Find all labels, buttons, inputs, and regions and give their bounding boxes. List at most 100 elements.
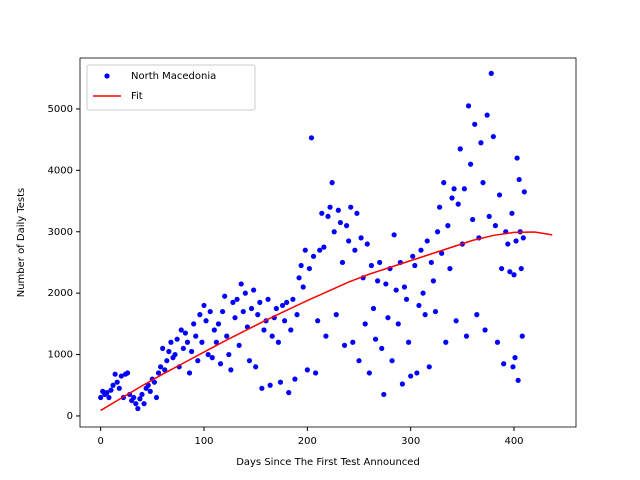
data-point <box>509 210 515 216</box>
data-point <box>164 358 170 364</box>
data-point <box>486 213 492 220</box>
data-point <box>133 401 139 407</box>
data-point <box>306 265 312 272</box>
y-tick-label: 5000 <box>48 104 73 115</box>
data-point <box>424 238 430 244</box>
data-point <box>186 370 193 376</box>
x-tick-label: 300 <box>401 436 420 447</box>
data-point <box>372 336 379 342</box>
data-point <box>294 312 300 318</box>
data-point <box>228 367 234 373</box>
data-point <box>513 238 519 244</box>
data-point <box>253 364 259 370</box>
data-point <box>511 272 517 278</box>
data-point <box>520 235 526 241</box>
legend-marker <box>104 73 110 79</box>
y-tick-label: 0 <box>67 411 73 422</box>
data-point <box>482 327 488 333</box>
data-point <box>457 146 463 152</box>
data-point <box>261 327 267 333</box>
data-point <box>178 327 184 333</box>
data-point <box>319 210 325 216</box>
data-point <box>284 299 290 305</box>
data-point <box>273 305 279 312</box>
data-point <box>492 223 498 229</box>
data-point <box>325 213 331 220</box>
data-point <box>275 339 281 345</box>
data-point <box>445 223 451 229</box>
data-point <box>505 241 511 247</box>
data-point <box>184 339 191 345</box>
data-point <box>362 321 368 327</box>
data-point <box>141 401 147 407</box>
data-point <box>191 321 197 327</box>
data-point <box>251 287 257 293</box>
data-point <box>488 70 494 76</box>
data-point <box>153 394 160 401</box>
data-point <box>106 394 112 401</box>
data-point <box>317 247 323 253</box>
data-point <box>207 308 213 315</box>
data-point <box>331 229 337 235</box>
data-point <box>403 296 410 302</box>
data-point <box>155 370 162 376</box>
data-point <box>279 302 286 309</box>
data-point <box>162 367 168 373</box>
data-point <box>199 339 205 345</box>
data-point <box>377 259 383 266</box>
data-point <box>519 333 525 339</box>
data-point <box>434 229 441 235</box>
data-point <box>269 333 275 339</box>
data-point <box>333 312 339 318</box>
data-point <box>416 302 422 309</box>
data-point <box>358 235 364 241</box>
data-point <box>124 370 131 376</box>
data-point <box>463 333 470 339</box>
data-point <box>211 327 217 333</box>
data-point <box>321 244 327 250</box>
data-point <box>514 155 520 161</box>
data-point <box>104 390 110 396</box>
data-point <box>399 381 405 387</box>
data-point <box>290 296 296 302</box>
data-point <box>224 333 230 339</box>
data-point <box>341 342 348 348</box>
data-point <box>300 284 306 290</box>
data-point <box>248 305 255 312</box>
data-point <box>220 308 226 315</box>
data-point <box>201 302 207 309</box>
data-point <box>337 219 343 226</box>
data-point <box>512 355 518 361</box>
x-tick-label: 100 <box>194 436 213 447</box>
data-point <box>480 180 486 186</box>
data-point <box>418 247 424 253</box>
data-point <box>354 210 360 216</box>
data-point <box>465 103 472 109</box>
data-point <box>234 296 240 302</box>
data-point <box>116 385 122 391</box>
data-point <box>455 201 461 207</box>
data-point <box>406 339 412 345</box>
data-point <box>329 180 335 186</box>
data-point <box>478 140 484 146</box>
data-point <box>461 186 467 192</box>
data-point <box>364 241 370 247</box>
data-point <box>298 262 304 269</box>
data-point <box>168 339 174 345</box>
data-point <box>215 321 222 327</box>
data-point <box>242 290 248 296</box>
data-point <box>195 358 201 364</box>
data-point <box>420 290 426 296</box>
data-point <box>160 345 166 352</box>
data-point <box>501 361 507 367</box>
data-point <box>282 318 288 324</box>
data-point <box>472 121 478 127</box>
data-point <box>474 312 480 318</box>
x-tick-label: 0 <box>97 436 103 447</box>
data-point <box>484 112 490 118</box>
data-point <box>335 207 341 213</box>
data-point <box>507 269 513 275</box>
y-tick-label: 2000 <box>48 288 73 299</box>
data-point <box>496 192 503 198</box>
data-point <box>350 339 356 345</box>
